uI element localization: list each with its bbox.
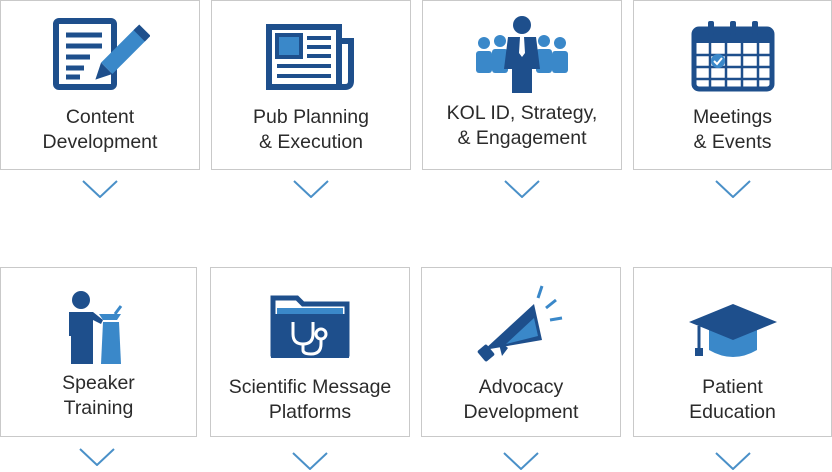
- expand-speaker-training-chevron[interactable]: [79, 448, 115, 466]
- tile-label: Patient Education: [689, 376, 776, 423]
- tile-patient-education[interactable]: Patient Education: [633, 267, 832, 437]
- tile-label: Speaker Training: [62, 372, 135, 419]
- expand-meetings-events-chevron[interactable]: [715, 180, 751, 198]
- chevron-down-icon: [715, 452, 751, 470]
- newspaper-icon: [266, 24, 354, 90]
- pencil-document-icon: [53, 18, 150, 90]
- chevron-down-icon: [293, 180, 329, 198]
- tile-scientific-message[interactable]: Scientific Message Platforms: [210, 267, 410, 437]
- tile-label: Scientific Message Platforms: [228, 376, 392, 423]
- chevron-down-icon: [504, 180, 540, 198]
- expand-kol-id-chevron[interactable]: [504, 180, 540, 198]
- folder-stethoscope-icon: [270, 295, 350, 358]
- calendar-icon: [691, 21, 774, 92]
- tile-label: Pub Planning & Execution: [252, 106, 369, 153]
- expand-pub-planning-chevron[interactable]: [293, 180, 329, 198]
- chevron-down-icon: [292, 452, 328, 470]
- expand-advocacy-development-chevron[interactable]: [503, 452, 539, 470]
- megaphone-icon: [477, 285, 563, 362]
- tile-speaker-training[interactable]: Speaker Training: [0, 267, 197, 437]
- graduation-cap-icon: [688, 304, 777, 357]
- tile-label: Content Development: [42, 106, 158, 153]
- chevron-down-icon: [82, 180, 118, 198]
- group-people-icon: [476, 16, 568, 93]
- tile-pub-planning[interactable]: Pub Planning & Execution: [211, 0, 411, 170]
- tile-content-development[interactable]: Content Development: [0, 0, 200, 170]
- chevron-down-icon: [503, 452, 539, 470]
- tile-kol-id[interactable]: KOL ID, Strategy, & Engagement: [422, 0, 622, 170]
- speaker-podium-icon: [68, 291, 122, 364]
- expand-scientific-message-chevron[interactable]: [292, 452, 328, 470]
- chevron-down-icon: [79, 448, 115, 466]
- chevron-down-icon: [715, 180, 751, 198]
- tile-label: Meetings & Events: [692, 106, 773, 153]
- tile-label: Advocacy Development: [463, 376, 579, 423]
- tile-label: KOL ID, Strategy, & Engagement: [446, 102, 598, 149]
- tile-meetings-events[interactable]: Meetings & Events: [633, 0, 832, 170]
- expand-content-development-chevron[interactable]: [82, 180, 118, 198]
- tile-advocacy-development[interactable]: Advocacy Development: [421, 267, 621, 437]
- expand-patient-education-chevron[interactable]: [715, 452, 751, 470]
